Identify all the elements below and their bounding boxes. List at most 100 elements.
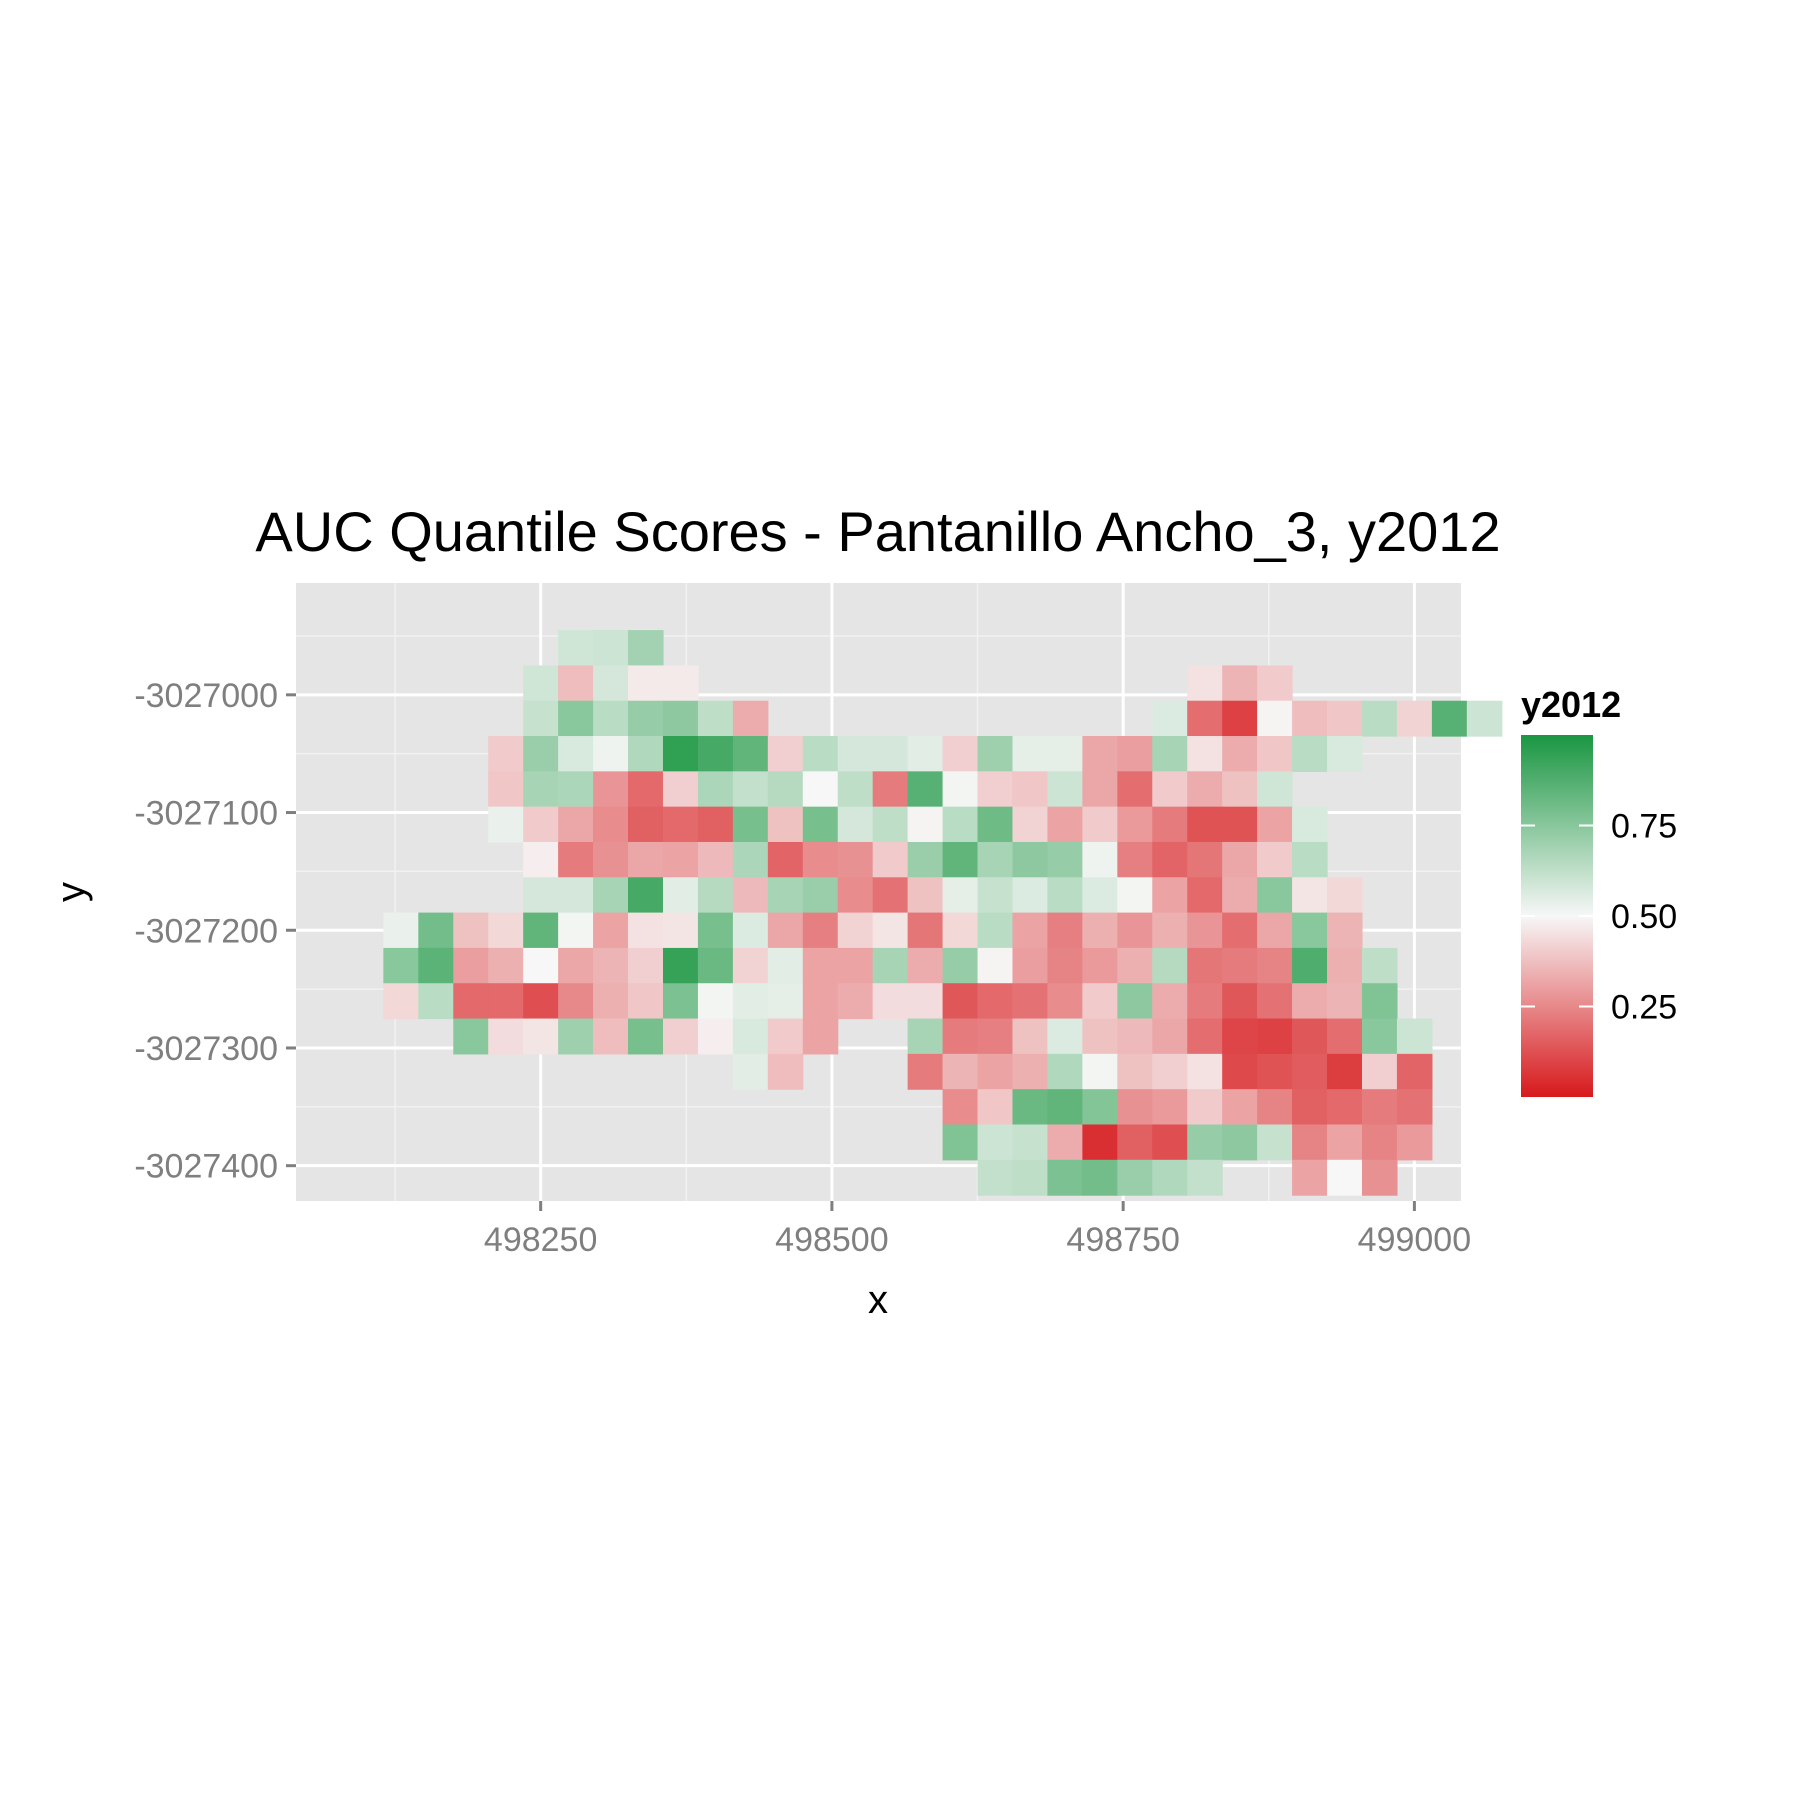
heatmap-cell: [1222, 736, 1258, 772]
heatmap-cell: [907, 877, 944, 914]
heatmap-cell: [1012, 1089, 1049, 1126]
heatmap-cell: [523, 806, 559, 843]
heatmap-cell: [1361, 1124, 1398, 1161]
heatmap-cell: [1152, 1124, 1188, 1161]
heatmap-cell: [1187, 983, 1223, 1020]
heatmap-cell: [558, 700, 594, 737]
heatmap-cell: [1012, 877, 1049, 914]
heatmap-cell: [872, 983, 909, 1020]
heatmap-cell: [1361, 1089, 1398, 1126]
heatmap-cell: [523, 736, 559, 772]
x-tick-label: 498500: [775, 1221, 888, 1259]
heatmap-cell: [1292, 841, 1328, 878]
heatmap-cell: [697, 983, 734, 1020]
heatmap-cell: [1082, 877, 1118, 914]
heatmap-cell: [837, 771, 874, 808]
heatmap-cell: [697, 771, 734, 808]
heatmap-cell: [977, 771, 1014, 808]
heatmap-cell: [1257, 877, 1293, 914]
heatmap-cell: [453, 947, 489, 984]
heatmap-cell: [1117, 1053, 1153, 1090]
heatmap-cell: [1012, 1053, 1049, 1090]
heatmap-cell: [523, 700, 559, 737]
heatmap-cell: [523, 947, 559, 984]
heatmap-cell: [697, 700, 734, 737]
heatmap-cell: [523, 983, 559, 1020]
heatmap-cell: [1222, 841, 1258, 878]
heatmap-cell: [1257, 1053, 1293, 1090]
heatmap-cell: [1257, 912, 1293, 949]
heatmap-cell: [837, 912, 874, 949]
heatmap-cell: [1187, 1089, 1223, 1126]
heatmap-cell: [837, 736, 874, 772]
heatmap-cell: [732, 912, 769, 949]
heatmap-cell: [523, 912, 559, 949]
heatmap-cell: [1292, 806, 1328, 843]
heatmap-cell: [1222, 983, 1258, 1020]
heatmap-cell: [662, 912, 699, 949]
heatmap-cell: [1466, 700, 1503, 737]
heatmap-cell: [942, 1018, 979, 1055]
heatmap-cell: [1012, 947, 1049, 984]
heatmap-cell: [1187, 1053, 1223, 1090]
heatmap-cell: [1292, 736, 1328, 772]
heatmap-cell: [802, 806, 839, 843]
heatmap-cell: [732, 736, 769, 772]
heatmap-cell: [1082, 1124, 1118, 1161]
heatmap-cell: [1257, 983, 1293, 1020]
heatmap-cell: [907, 806, 944, 843]
heatmap-cell: [1047, 736, 1083, 772]
heatmap-cell: [1292, 1124, 1328, 1161]
heatmap-cell: [1361, 700, 1398, 737]
heatmap-cell: [1012, 1159, 1049, 1196]
heatmap-cell: [628, 877, 664, 914]
heatmap-cell: [942, 1053, 979, 1090]
heatmap-cell: [558, 806, 594, 843]
x-axis-title: x: [868, 1278, 888, 1322]
heatmap-cell: [1047, 806, 1083, 843]
legend-tick-label: 0.50: [1611, 898, 1677, 936]
heatmap-cell: [418, 947, 454, 984]
heatmap-cell: [1117, 736, 1153, 772]
heatmap-cell: [1396, 1089, 1433, 1126]
heatmap-cell: [907, 1053, 944, 1090]
heatmap-cell: [662, 877, 699, 914]
heatmap-cell: [1257, 665, 1293, 702]
heatmap-cell: [1152, 806, 1188, 843]
heatmap-cell: [837, 806, 874, 843]
axes: 498250 498500 498750 499000 -3027000 -3027100…: [134, 677, 1471, 1259]
heatmap-cell: [1257, 947, 1293, 984]
heatmap-cell: [628, 630, 664, 666]
heatmap-cell: [1222, 1089, 1258, 1126]
heatmap-cell: [1012, 771, 1049, 808]
heatmap-cell: [977, 806, 1014, 843]
heatmap-cell: [872, 736, 909, 772]
heatmap-cell: [662, 665, 699, 702]
heatmap-cell: [662, 947, 699, 984]
heatmap-cell: [942, 877, 979, 914]
heatmap-cell: [907, 771, 944, 808]
heatmap-cell: [1187, 1159, 1223, 1196]
heatmap-cell: [593, 877, 629, 914]
heatmap-cell: [1082, 771, 1118, 808]
heatmap-cell: [558, 947, 594, 984]
heatmap-cell: [383, 983, 419, 1020]
heatmap-cell: [1361, 1053, 1398, 1090]
heatmap-cell: [1187, 1124, 1223, 1161]
heatmap-cell: [1257, 1018, 1293, 1055]
heatmap-cell: [1152, 1159, 1188, 1196]
heatmap-cell: [1222, 877, 1258, 914]
heatmap-cell: [453, 912, 489, 949]
heatmap-cell: [1152, 947, 1188, 984]
heatmap-cell: [1082, 1053, 1118, 1090]
heatmap-cell: [628, 736, 664, 772]
heatmap-cell: [628, 771, 664, 808]
heatmap-cell: [593, 983, 629, 1020]
heatmap-cell: [1082, 1089, 1118, 1126]
heatmap-cell: [732, 1018, 769, 1055]
heatmap-cell: [697, 912, 734, 949]
heatmap-cell: [1152, 771, 1188, 808]
heatmap-cell: [1082, 806, 1118, 843]
heatmap-cell: [767, 771, 804, 808]
x-tick-label: 498250: [484, 1221, 597, 1259]
